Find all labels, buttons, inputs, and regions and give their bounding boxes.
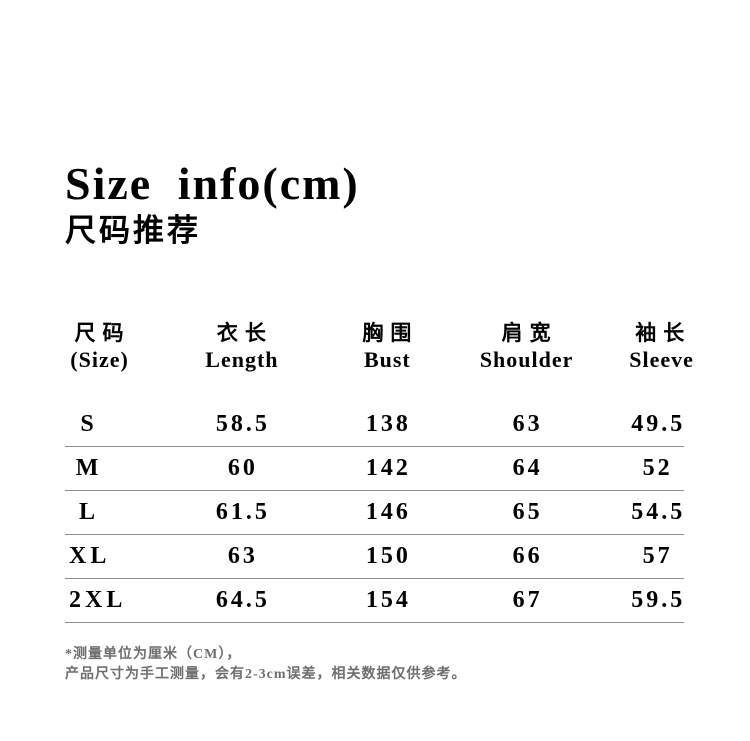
table-row-xl: XL 63 150 66 57	[65, 535, 684, 579]
shoulder-value: 66	[512, 543, 543, 569]
length-value: 60	[227, 455, 258, 481]
header-shoulder-en: Shoulder	[479, 347, 574, 372]
length-value: 63	[227, 543, 258, 569]
length-value: 64.5	[215, 587, 270, 613]
header-length-zh: 衣长	[216, 321, 273, 345]
table-row-2xl: 2XL 64.5 154 67 59.5	[65, 579, 684, 623]
footnote-line-2: 产品尺寸为手工测量，会有2-3cm误差，相关数据仅供参考。	[65, 667, 467, 682]
sleeve-value: 57	[642, 543, 673, 569]
page-title: Size info(cm)	[65, 158, 360, 209]
footnote: *测量单位为厘米（CM）， 产品尺寸为手工测量，会有2-3cm误差，相关数据仅供…	[65, 645, 750, 685]
length-value: 61.5	[215, 499, 270, 525]
table-body: S 58.5 138 63 49.5 M 60 142 64 52 L 61.5…	[65, 403, 684, 623]
table-row-l: L 61.5 146 65 54.5	[65, 491, 684, 535]
size-label: 2XL	[69, 587, 127, 613]
table-row-m: M 60 142 64 52	[65, 447, 684, 491]
size-label: M	[75, 455, 103, 481]
size-label: L	[79, 499, 100, 525]
size-label: XL	[69, 543, 111, 569]
header-cell-sleeve: 袖长 Sleeve	[628, 319, 694, 373]
sleeve-value: 49.5	[631, 411, 686, 437]
header-cell-size: 尺码 (Size)	[65, 319, 133, 373]
size-label: S	[80, 411, 98, 437]
header-bust-zh: 胸围	[362, 321, 419, 345]
shoulder-value: 63	[512, 411, 543, 437]
sleeve-value: 52	[642, 455, 673, 481]
page-subtitle: 尺码推荐	[65, 213, 201, 248]
header-sleeve-zh: 袖长	[635, 321, 692, 345]
sleeve-value: 59.5	[631, 587, 686, 613]
shoulder-value: 65	[512, 499, 543, 525]
size-table: 尺码 (Size) 衣长 Length 胸围 Bust 肩宽 Shoulder …	[65, 319, 694, 623]
bust-value: 146	[365, 499, 411, 525]
table-header-row: 尺码 (Size) 衣长 Length 胸围 Bust 肩宽 Shoulder …	[65, 319, 694, 373]
length-value: 58.5	[215, 411, 270, 437]
shoulder-value: 67	[512, 587, 543, 613]
bust-value: 154	[365, 587, 411, 613]
footnote-line-1: *测量单位为厘米（CM），	[65, 647, 242, 662]
header-shoulder-zh: 肩宽	[501, 321, 558, 345]
table-row-s: S 58.5 138 63 49.5	[65, 403, 684, 447]
bust-value: 150	[365, 543, 411, 569]
sleeve-value: 54.5	[631, 499, 686, 525]
header-cell-length: 衣长 Length	[133, 319, 350, 373]
header-cell-shoulder: 肩宽 Shoulder	[424, 319, 628, 373]
header-size-en: (Size)	[70, 347, 129, 372]
header-cell-bust: 胸围 Bust	[350, 319, 424, 373]
shoulder-value: 64	[512, 455, 543, 481]
header-length-en: Length	[205, 347, 279, 372]
header-size-zh: 尺码	[74, 321, 131, 345]
header-sleeve-en: Sleeve	[629, 347, 694, 372]
bust-value: 138	[365, 411, 411, 437]
header-bust-en: Bust	[363, 347, 411, 372]
bust-value: 142	[365, 455, 411, 481]
